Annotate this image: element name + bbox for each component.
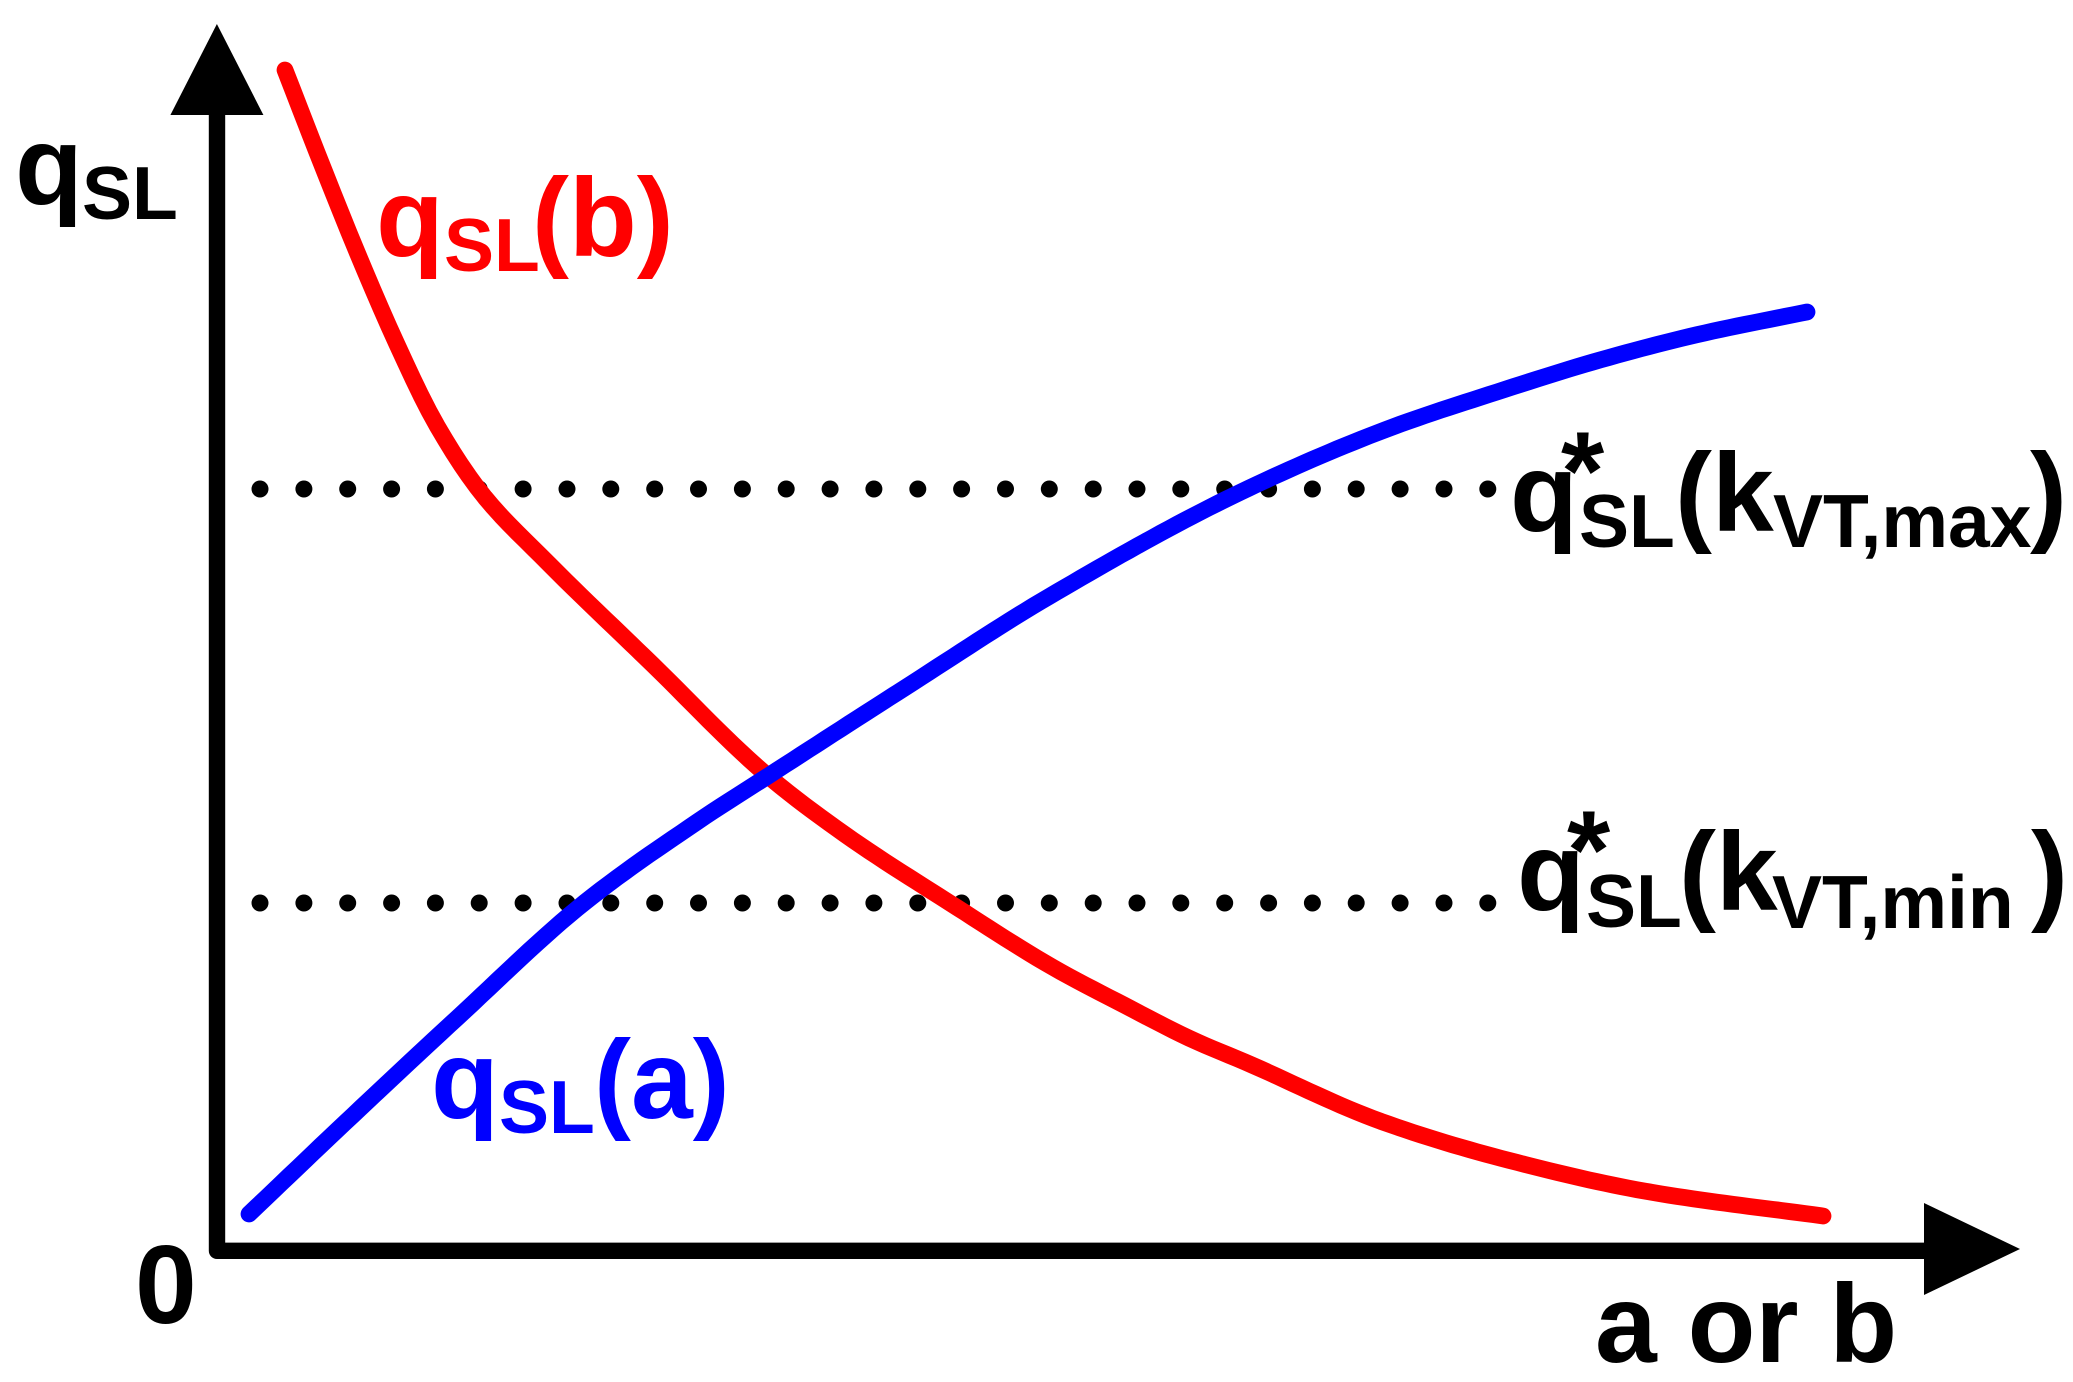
svg-text:): ) bbox=[2031, 810, 2068, 934]
svg-text:(b): (b) bbox=[532, 156, 674, 280]
svg-text:q: q bbox=[15, 104, 83, 228]
svg-text:0: 0 bbox=[135, 1223, 197, 1347]
svg-text:SL: SL bbox=[1579, 479, 1675, 563]
svg-text:q: q bbox=[1510, 431, 1578, 555]
svg-text:q: q bbox=[431, 1018, 499, 1142]
svg-text:VT,max: VT,max bbox=[1773, 479, 2032, 563]
svg-text:): ) bbox=[2030, 431, 2067, 555]
svg-text:SL: SL bbox=[499, 1065, 595, 1149]
svg-text:q: q bbox=[376, 156, 444, 280]
svg-text:SL: SL bbox=[444, 203, 540, 287]
svg-text:(k: (k bbox=[1679, 810, 1778, 934]
svg-text:a or b: a or b bbox=[1595, 1262, 1897, 1382]
svg-text:VT,min: VT,min bbox=[1772, 860, 2014, 944]
svg-text:SL: SL bbox=[82, 151, 178, 235]
svg-text:*: * bbox=[1567, 788, 1611, 912]
svg-text:(a): (a) bbox=[594, 1018, 730, 1142]
svg-text:(k: (k bbox=[1675, 431, 1774, 555]
svg-text:*: * bbox=[1561, 409, 1605, 533]
svg-text:q: q bbox=[1517, 810, 1585, 934]
svg-text:SL: SL bbox=[1586, 859, 1682, 943]
